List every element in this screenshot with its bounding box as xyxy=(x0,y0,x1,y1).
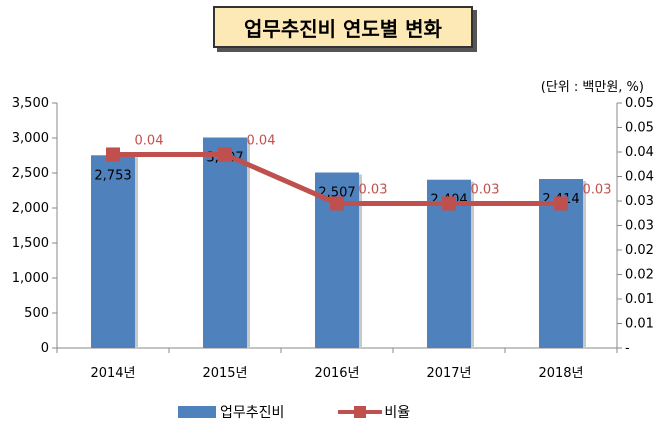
right-tick-label: - xyxy=(625,341,630,356)
left-tick-label: 0 xyxy=(41,341,49,356)
right-tick-label: 0.03 xyxy=(625,194,654,209)
left-tick-label: 3,000 xyxy=(12,131,49,146)
legend-bar-swatch xyxy=(178,406,216,418)
ratio-data-label: 0.04 xyxy=(135,133,164,148)
right-tick-label: 0.01 xyxy=(625,292,654,307)
bar xyxy=(203,137,247,348)
ratio-marker xyxy=(442,196,456,211)
legend-line-swatch xyxy=(338,406,383,418)
left-tick-label: 1,000 xyxy=(12,271,49,286)
left-tick-label: 2,500 xyxy=(12,166,49,181)
right-tick-label: 0.05 xyxy=(625,121,654,136)
x-tick-label: 2015년 xyxy=(202,366,247,381)
x-tick-label: 2016년 xyxy=(314,366,359,381)
bar xyxy=(91,155,135,348)
x-tick-label: 2017년 xyxy=(426,366,471,381)
right-tick-label: 0.05 xyxy=(625,96,654,111)
right-tick-label: 0.04 xyxy=(625,145,654,160)
x-tick-label: 2018년 xyxy=(538,366,583,381)
right-tick-label: 0.02 xyxy=(625,243,654,258)
left-tick-label: 1,500 xyxy=(12,236,49,251)
ratio-data-label: 0.04 xyxy=(247,133,276,148)
left-tick-label: 500 xyxy=(24,306,49,321)
left-tick-label: 3,500 xyxy=(12,96,49,111)
chart-title: 업무추진비 연도별 변화 xyxy=(213,6,473,48)
legend-bar-label: 업무추진비 xyxy=(220,405,285,421)
x-tick-label: 2014년 xyxy=(90,366,135,381)
ratio-marker xyxy=(330,196,344,211)
ratio-data-label: 0.03 xyxy=(359,182,388,197)
right-tick-label: 0.01 xyxy=(625,317,654,332)
left-tick-label: 2,000 xyxy=(12,201,49,216)
right-tick-label: 0.03 xyxy=(625,219,654,234)
unit-note: (단위 : 백만원, %) xyxy=(540,80,644,95)
right-tick-label: 0.02 xyxy=(625,268,654,283)
right-tick-label: 0.04 xyxy=(625,170,654,185)
legend: 업무추진비 비율 xyxy=(178,402,410,422)
bar-data-label: 2,753 xyxy=(94,168,131,183)
ratio-marker xyxy=(554,196,568,211)
ratio-marker xyxy=(218,147,232,162)
ratio-marker xyxy=(106,147,120,162)
ratio-data-label: 0.03 xyxy=(583,182,612,197)
ratio-data-label: 0.03 xyxy=(471,182,500,197)
legend-line-label: 비율 xyxy=(384,405,411,421)
